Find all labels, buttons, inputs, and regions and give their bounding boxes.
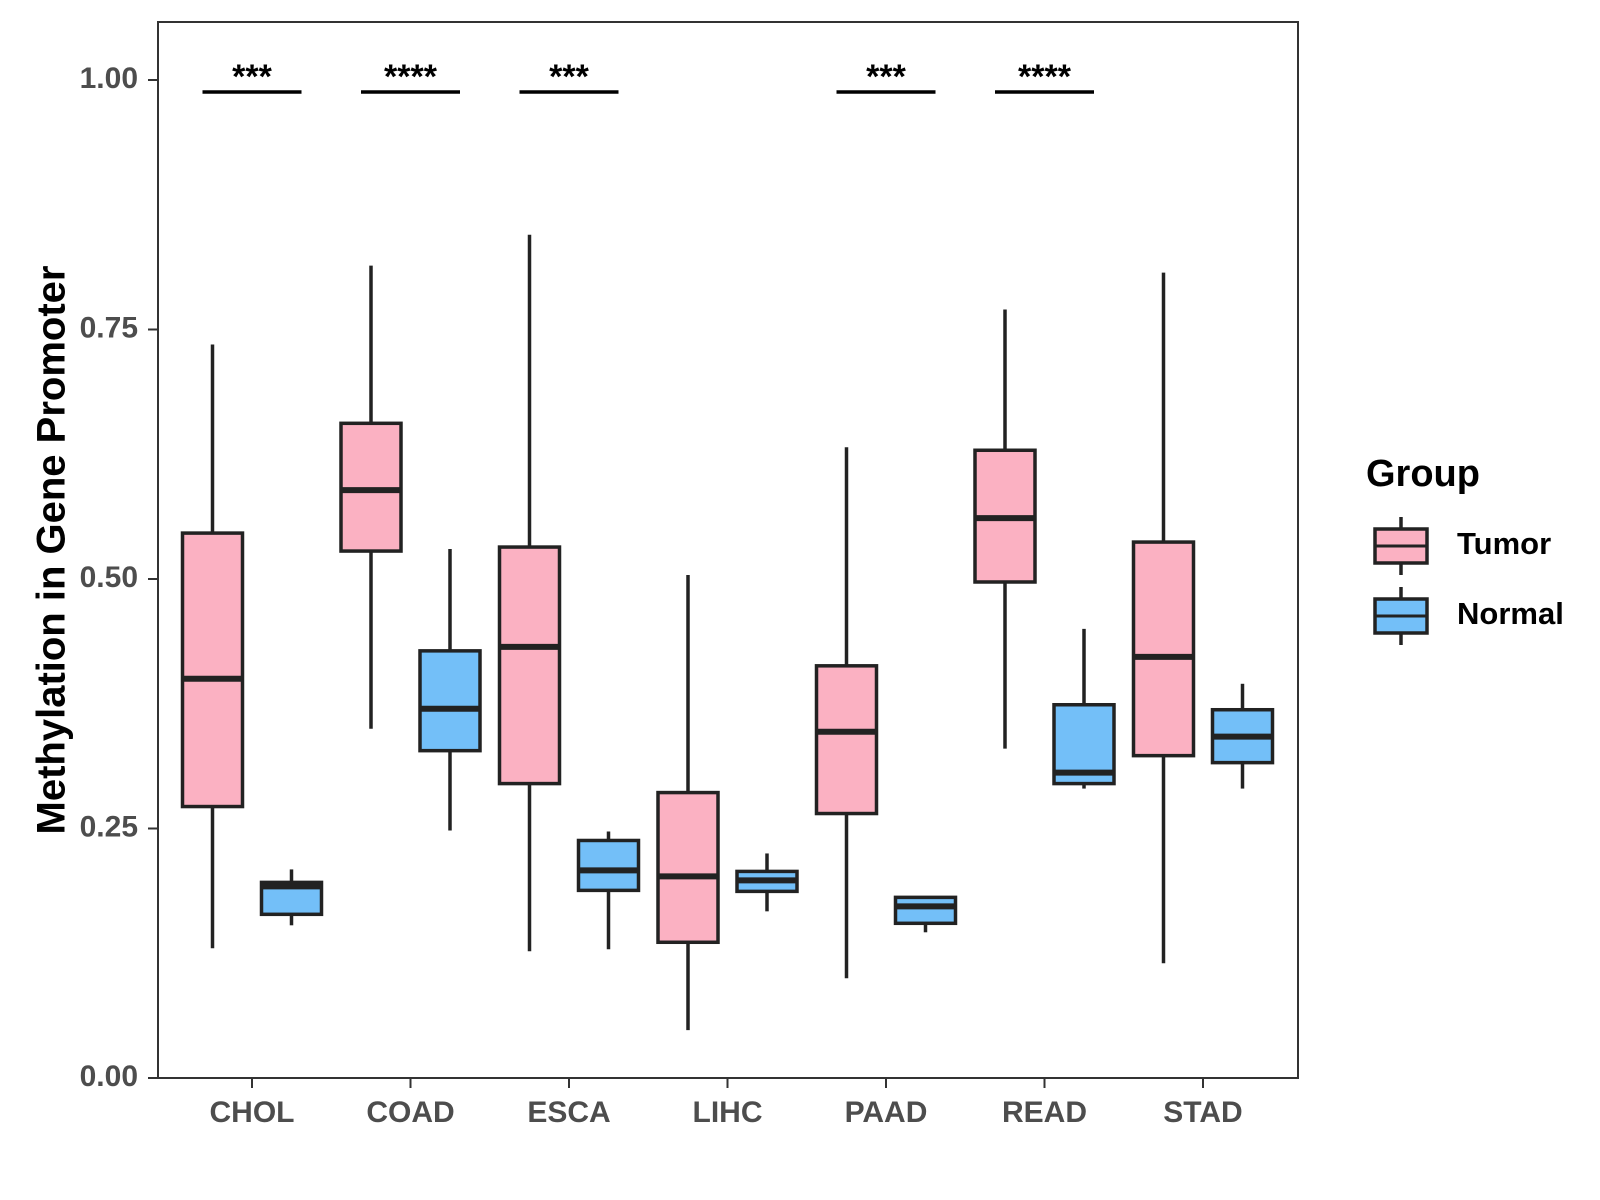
box-tumor-coad xyxy=(339,265,403,729)
x-tick-label: STAD xyxy=(1163,1096,1242,1129)
x-axis: CHOL COAD ESCA LIHC PAAD READ STAD xyxy=(210,1078,1243,1129)
plot-panel xyxy=(157,21,1299,1079)
legend-key-tumor xyxy=(1373,517,1429,575)
y-tick-label: 1.00 xyxy=(80,62,138,95)
box-iqr xyxy=(418,649,482,753)
box-normal-chol xyxy=(259,869,324,926)
significance-label: *** xyxy=(549,58,589,96)
significance-annotations: *** **** *** *** **** xyxy=(202,58,1094,96)
significance-label: *** xyxy=(866,58,906,96)
significance-label: *** xyxy=(232,58,272,96)
y-axis: 0.00 0.25 0.50 0.75 1.00 xyxy=(80,62,158,1093)
box-normal-esca xyxy=(576,831,641,950)
box-normal-stad xyxy=(1210,683,1275,789)
box-tumor-esca xyxy=(497,234,562,952)
legend-title: Group xyxy=(1366,453,1480,495)
box-normal-coad xyxy=(418,549,482,831)
y-axis-label: Methylation in Gene Promoter xyxy=(30,266,74,835)
y-tick-label: 0.50 xyxy=(80,561,138,594)
box-normal-paad xyxy=(893,895,958,933)
legend-label: Normal xyxy=(1457,596,1564,631)
box-tumor-chol xyxy=(180,344,245,949)
box-tumor-paad xyxy=(814,447,879,979)
box-iqr xyxy=(180,531,245,809)
x-tick-label: READ xyxy=(1002,1096,1087,1129)
x-tick-label: ESCA xyxy=(527,1096,610,1129)
legend: Group Tumor Normal xyxy=(1366,453,1564,645)
box-tumor-lihc xyxy=(656,575,720,1031)
box-tumor-stad xyxy=(1131,272,1196,964)
box-iqr xyxy=(814,664,879,816)
y-tick-label: 0.25 xyxy=(80,810,138,843)
x-tick-label: LIHC xyxy=(693,1096,763,1129)
box-iqr xyxy=(497,545,562,786)
significance-label: **** xyxy=(384,58,438,96)
box-iqr xyxy=(893,895,958,926)
box-tumor-read xyxy=(973,309,1037,749)
box-normal-lihc xyxy=(735,853,799,912)
y-tick-label: 0.75 xyxy=(80,311,138,344)
x-tick-label: PAAD xyxy=(845,1096,928,1129)
y-tick-label: 0.00 xyxy=(80,1060,138,1093)
box-iqr xyxy=(1131,540,1196,758)
legend-key-normal xyxy=(1373,587,1429,645)
x-tick-label: COAD xyxy=(366,1096,454,1129)
box-iqr xyxy=(576,838,641,893)
legend-label: Tumor xyxy=(1457,526,1551,561)
boxes xyxy=(180,234,1275,1031)
significance-label: **** xyxy=(1018,58,1072,96)
box-iqr xyxy=(656,790,720,945)
x-tick-label: CHOL xyxy=(210,1096,295,1129)
box-normal-read xyxy=(1052,628,1116,789)
